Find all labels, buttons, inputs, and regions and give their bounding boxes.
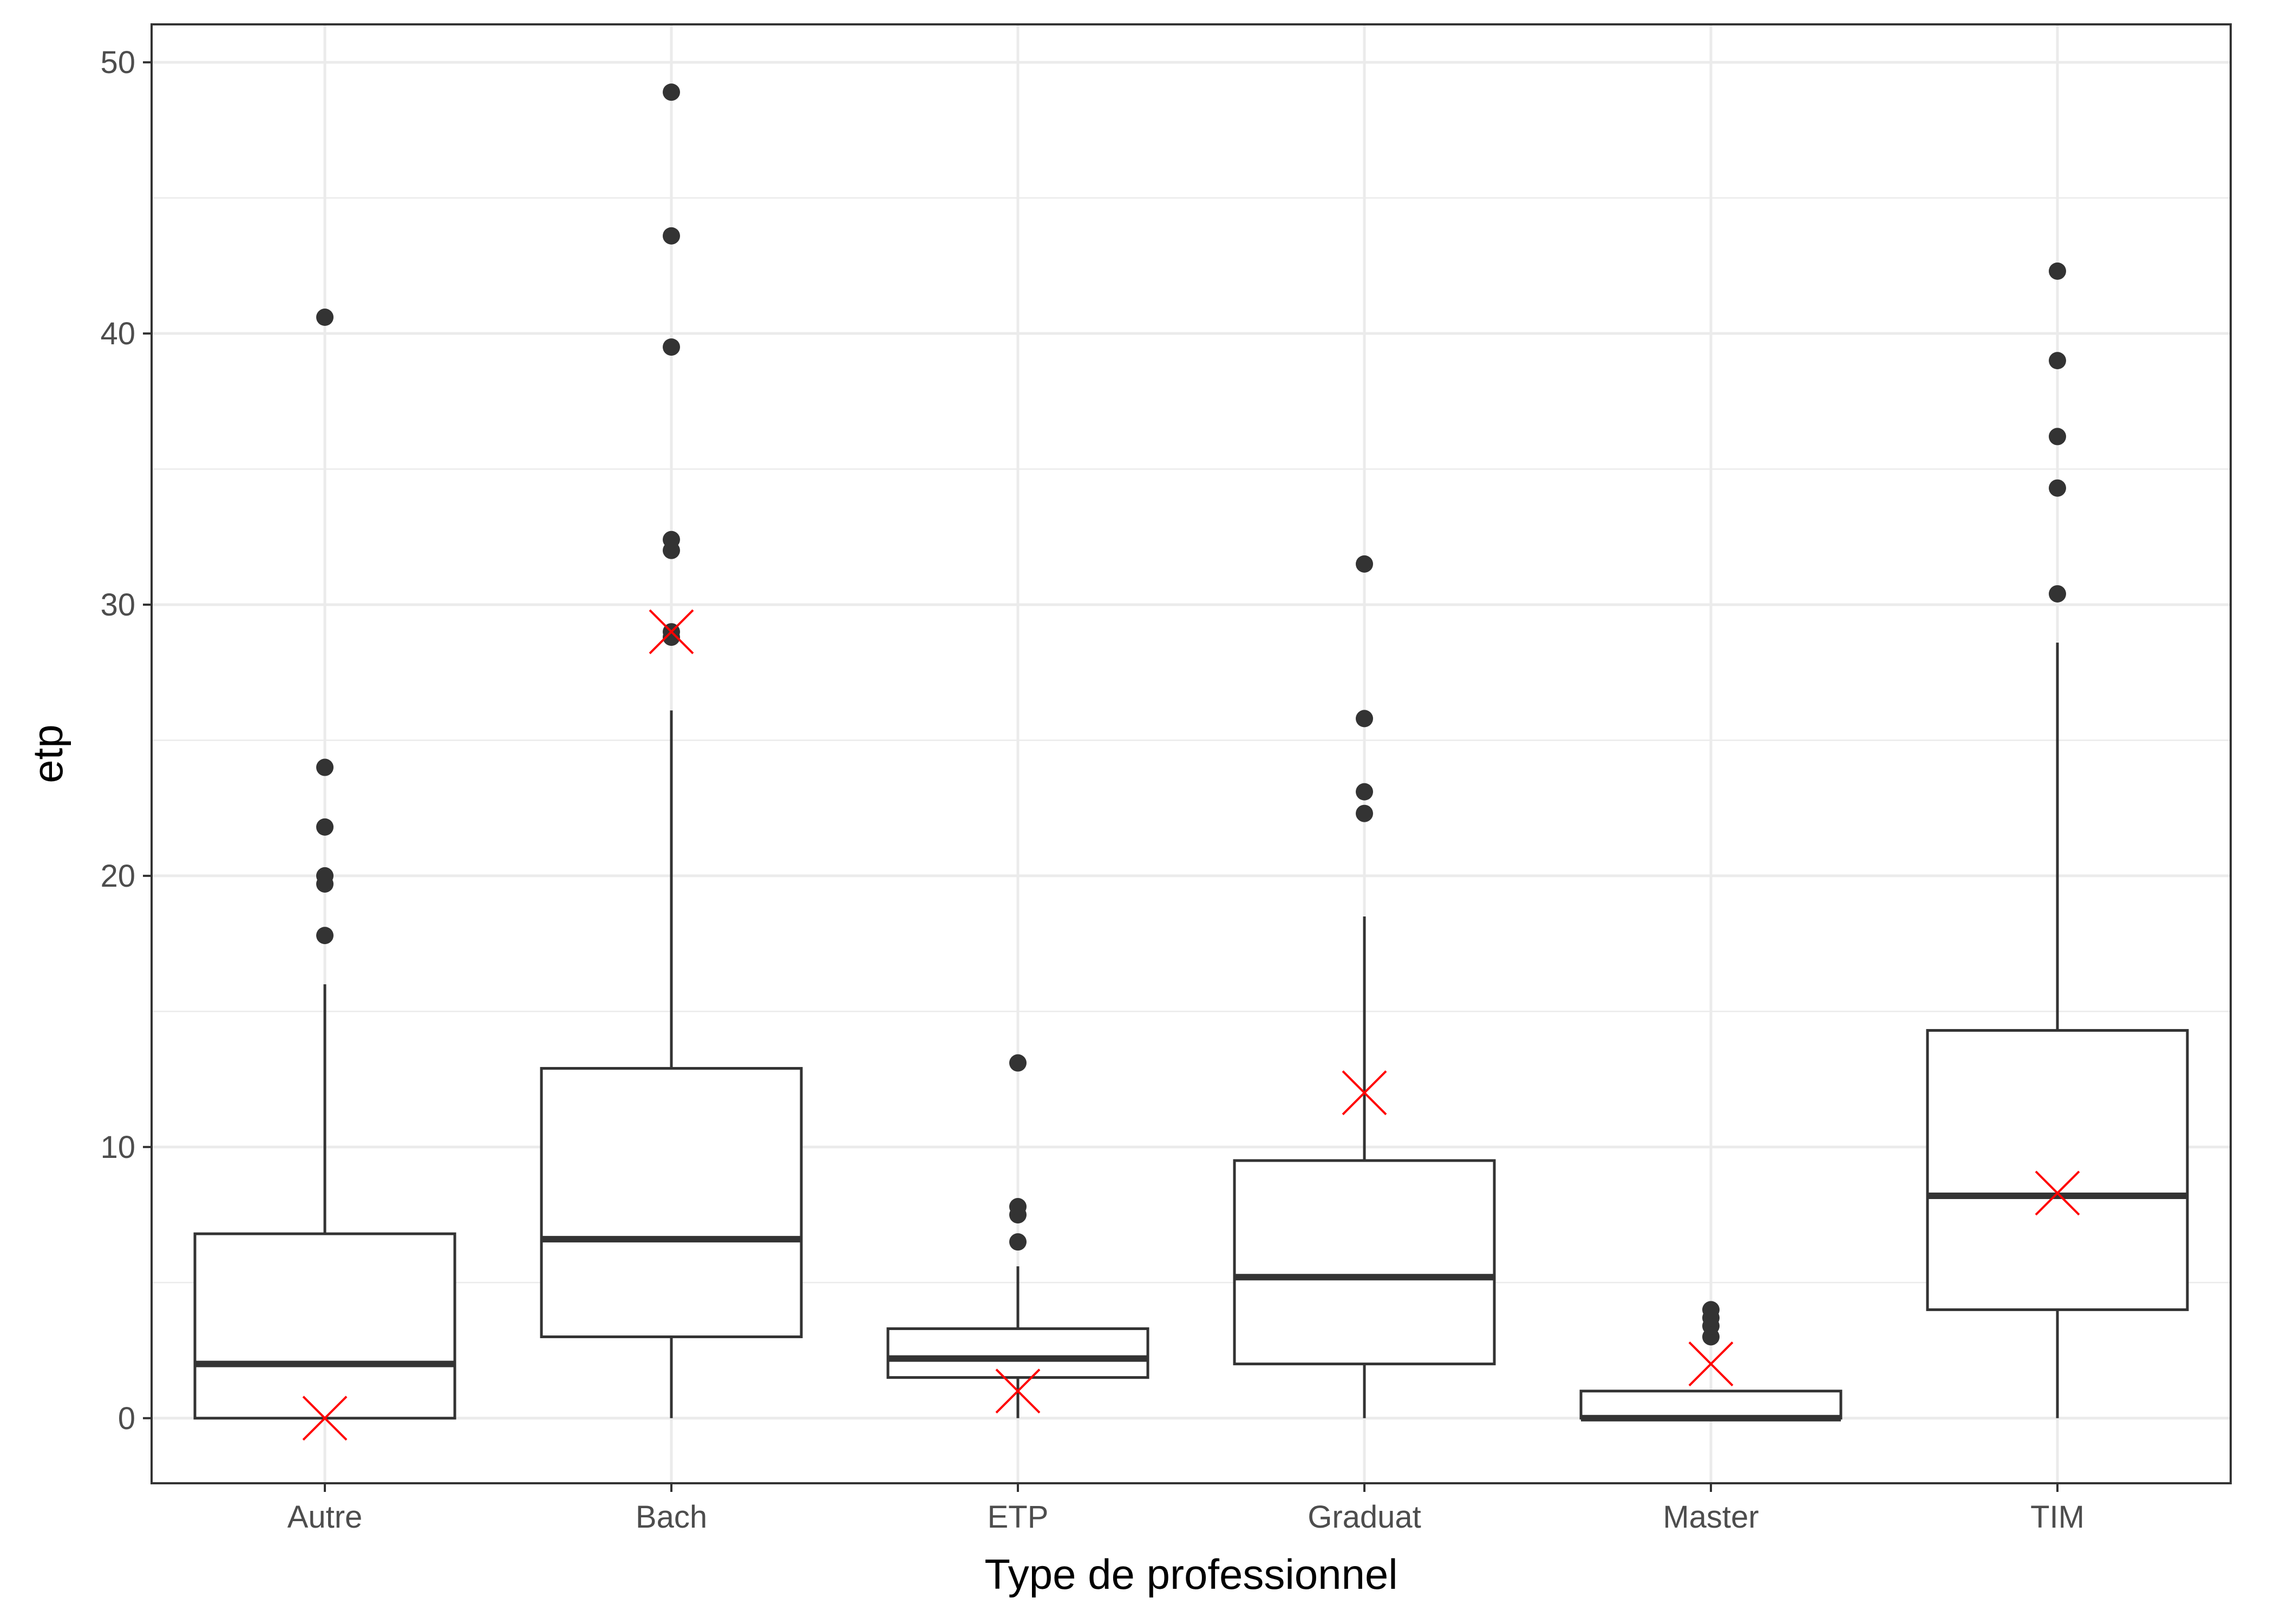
box-iqr: [193, 1232, 456, 1420]
outlier-point: [1009, 1233, 1027, 1251]
outlier-point: [663, 83, 680, 101]
outlier-point: [2049, 428, 2066, 446]
box-group-autre: [193, 309, 456, 1441]
box-iqr: [1579, 1390, 1842, 1420]
box-group-bach: [540, 83, 803, 1418]
panel-border: [151, 23, 2232, 1484]
box-group-master: [1579, 1301, 1842, 1422]
x-tick-label: TIM: [2030, 1499, 2084, 1535]
x-tick-label: Bach: [636, 1499, 707, 1535]
outlier-point: [663, 227, 680, 245]
tick-layer: 0 10 20 30 40 50 Autre Bach ETP Graduat Master TIM: [100, 45, 2084, 1535]
mean-marker-stroke: [1688, 1341, 1734, 1387]
outlier-point: [1356, 710, 1373, 728]
x-tick-label: Graduat: [1308, 1499, 1421, 1535]
outlier-point: [2049, 352, 2066, 370]
mean-marker-stroke: [649, 609, 694, 654]
mean-marker-stroke: [1342, 1070, 1387, 1116]
outlier-point: [2049, 585, 2066, 603]
y-tick-label: 50: [100, 45, 135, 80]
outlier-point: [2049, 479, 2066, 497]
box-iqr: [540, 1067, 803, 1338]
outlier-point: [316, 867, 334, 885]
mean-marker-stroke: [2035, 1170, 2080, 1216]
grid-layer: [152, 24, 2231, 1483]
outlier-point: [316, 309, 334, 326]
y-tick-label: 20: [100, 859, 135, 894]
x-tick-label: Autre: [287, 1499, 363, 1535]
y-tick-label: 0: [118, 1401, 135, 1436]
box-group-graduat: [1233, 555, 1496, 1418]
x-tick-label: ETP: [988, 1499, 1049, 1535]
y-tick-label: 40: [100, 316, 135, 351]
outlier-point: [2049, 262, 2066, 280]
outlier-point: [316, 758, 334, 776]
outlier-point: [1702, 1301, 1720, 1319]
y-tick-label: 10: [100, 1130, 135, 1165]
outlier-point: [316, 818, 334, 836]
box-group-etp: [886, 1054, 1149, 1418]
outlier-point: [663, 338, 680, 356]
outlier-point: [1356, 804, 1373, 822]
box-iqr: [1233, 1159, 1496, 1366]
mean-marker-stroke: [995, 1368, 1041, 1414]
outlier-point: [316, 927, 334, 945]
x-tick-label: Master: [1663, 1499, 1759, 1535]
y-axis-title: etp: [24, 724, 71, 783]
outlier-point: [1356, 783, 1373, 801]
outlier-point: [1356, 555, 1373, 573]
mean-marker-stroke: [302, 1396, 348, 1441]
box-iqr: [1926, 1029, 2189, 1311]
x-axis-title: Type de professionnel: [984, 1550, 1397, 1598]
y-tick-label: 30: [100, 587, 135, 623]
outlier-point: [663, 531, 680, 548]
outlier-point: [1009, 1054, 1027, 1072]
outlier-point: [1009, 1198, 1027, 1216]
box-layer: [193, 83, 2189, 1441]
box-iqr: [886, 1327, 1149, 1379]
box-group-tim: [1926, 262, 2189, 1418]
